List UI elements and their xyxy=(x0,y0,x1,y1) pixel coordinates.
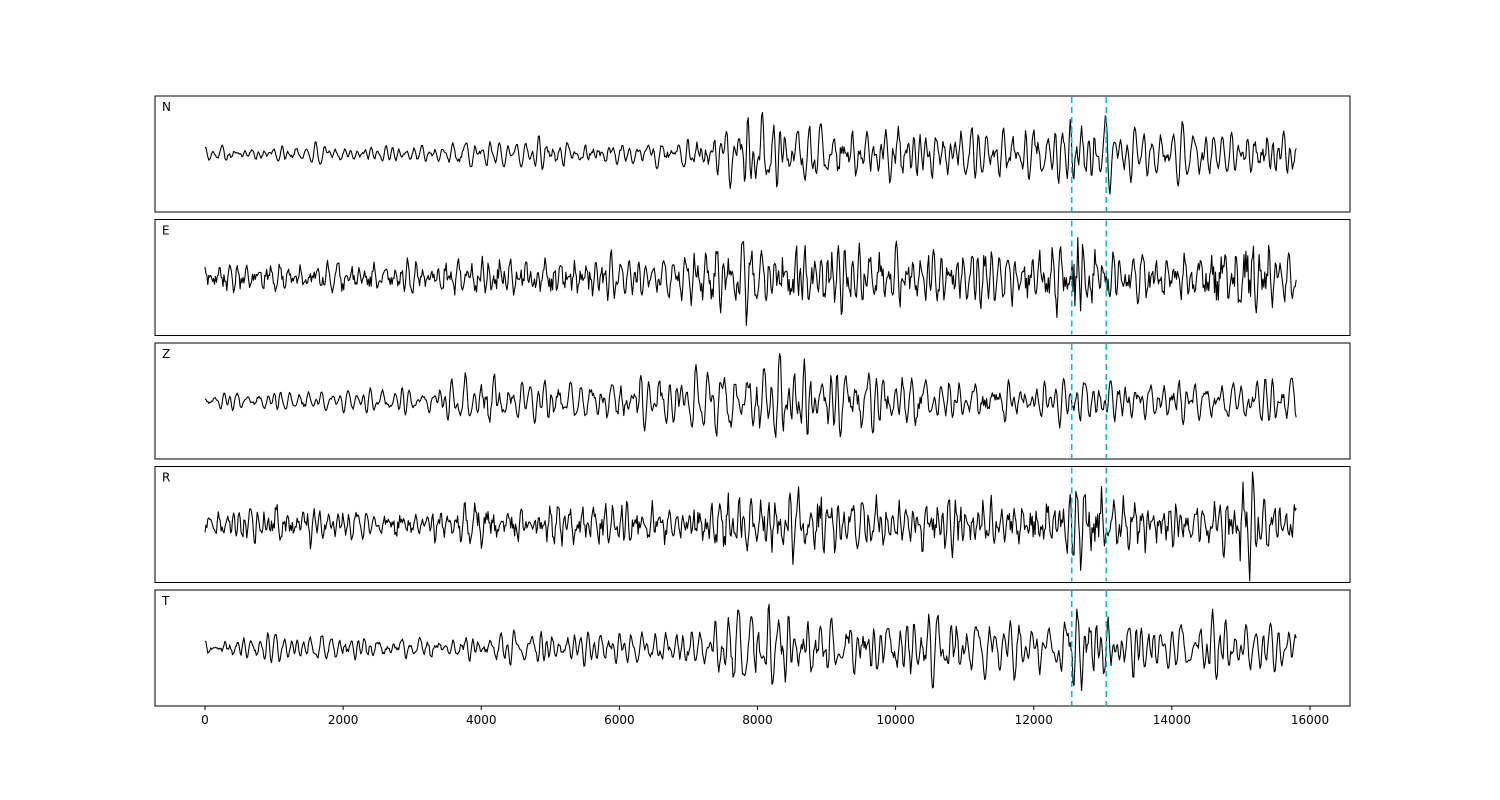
panel-border xyxy=(154,342,1351,460)
x-axis-tick-label: 10000 xyxy=(877,713,915,727)
x-axis-tick-label: 6000 xyxy=(604,713,635,727)
trace-panel-Z: Z xyxy=(154,342,1351,460)
trace-panel-T: T xyxy=(154,589,1351,707)
waveform-trace xyxy=(204,111,1297,195)
panel-border xyxy=(154,95,1351,213)
panel-label: R xyxy=(162,471,170,485)
trace-panel-R: R xyxy=(154,466,1351,583)
x-axis-tick-label: 16000 xyxy=(1291,713,1329,727)
trace-panel-N: N xyxy=(154,95,1351,213)
waveform-trace xyxy=(204,471,1297,582)
waveform-trace xyxy=(204,353,1297,438)
x-axis-tick-label: 2000 xyxy=(328,713,359,727)
panel-label: T xyxy=(161,594,170,608)
panel-label: E xyxy=(162,224,170,238)
x-axis: 0 2000 4000 6000 8000 10000 12000 14000 16000 xyxy=(201,706,1329,727)
x-axis-tick-label: 14000 xyxy=(1153,713,1191,727)
x-axis-tick-label: 4000 xyxy=(466,713,497,727)
waveform-trace xyxy=(204,237,1297,326)
panel-border xyxy=(154,219,1351,336)
panel-border xyxy=(154,589,1351,707)
waveform-trace xyxy=(204,603,1297,692)
panel-label: N xyxy=(162,100,171,114)
trace-panel-E: E xyxy=(154,219,1351,336)
panel-border xyxy=(154,466,1351,583)
panel-label: Z xyxy=(162,347,170,361)
x-axis-tick-label: 0 xyxy=(201,713,209,727)
x-axis-tick-label: 12000 xyxy=(1015,713,1053,727)
x-axis-tick-label: 8000 xyxy=(742,713,773,727)
